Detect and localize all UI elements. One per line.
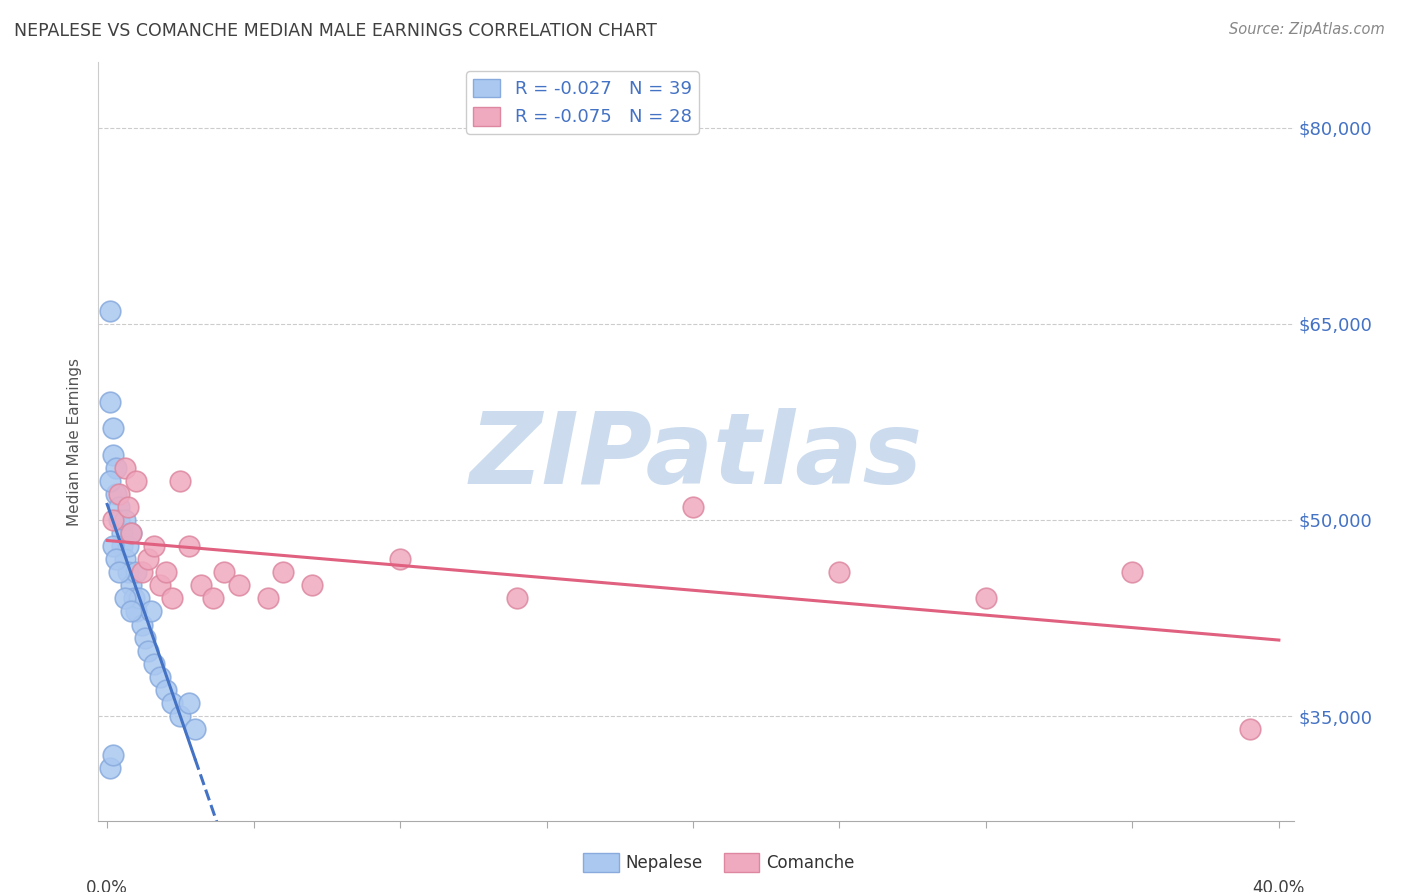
Point	[98, 395, 121, 409]
Point	[125, 605, 148, 619]
Point	[98, 761, 121, 775]
Point	[101, 748, 124, 763]
Point	[125, 566, 148, 580]
Point	[101, 513, 124, 527]
Point	[125, 474, 148, 488]
Point	[105, 460, 127, 475]
Legend: R = -0.027   N = 39, R = -0.075   N = 28: R = -0.027 N = 39, R = -0.075 N = 28	[465, 71, 699, 134]
Point	[108, 513, 131, 527]
Point	[122, 591, 145, 606]
Point	[214, 566, 236, 580]
Text: Source: ZipAtlas.com: Source: ZipAtlas.com	[1229, 22, 1385, 37]
Point	[101, 421, 124, 435]
Point	[136, 643, 159, 657]
Point	[111, 526, 134, 541]
Point	[169, 474, 191, 488]
Point	[134, 631, 156, 645]
Text: 40.0%: 40.0%	[1253, 880, 1305, 892]
Point	[149, 670, 172, 684]
Point	[1121, 566, 1143, 580]
Text: Comanche: Comanche	[766, 854, 855, 871]
Point	[389, 552, 412, 566]
Point	[257, 591, 280, 606]
Text: Nepalese: Nepalese	[626, 854, 703, 871]
Point	[201, 591, 224, 606]
Point	[101, 448, 124, 462]
Point	[114, 591, 136, 606]
Point	[184, 722, 207, 736]
Point	[155, 682, 177, 697]
Point	[120, 578, 142, 592]
Point	[228, 578, 250, 592]
Point	[141, 605, 163, 619]
Y-axis label: Median Male Earnings: Median Male Earnings	[67, 358, 83, 525]
Point	[108, 500, 131, 514]
Point	[682, 500, 704, 514]
Point	[1239, 722, 1261, 736]
Point	[117, 500, 139, 514]
Point	[108, 487, 131, 501]
Point	[114, 513, 136, 527]
Point	[108, 566, 131, 580]
Point	[143, 539, 166, 553]
Point	[169, 709, 191, 723]
Point	[179, 539, 201, 553]
Point	[120, 526, 142, 541]
Point	[131, 566, 153, 580]
Text: ZIPatlas: ZIPatlas	[470, 409, 922, 505]
Point	[271, 566, 294, 580]
Point	[98, 474, 121, 488]
Point	[160, 696, 183, 710]
Point	[974, 591, 997, 606]
Point	[160, 591, 183, 606]
Point	[105, 487, 127, 501]
Point	[301, 578, 323, 592]
Point	[828, 566, 851, 580]
Point	[131, 617, 153, 632]
Point	[98, 303, 121, 318]
Point	[114, 460, 136, 475]
Point	[120, 526, 142, 541]
Point	[190, 578, 212, 592]
Point	[114, 552, 136, 566]
Point	[506, 591, 529, 606]
Point	[136, 552, 159, 566]
Text: NEPALESE VS COMANCHE MEDIAN MALE EARNINGS CORRELATION CHART: NEPALESE VS COMANCHE MEDIAN MALE EARNING…	[14, 22, 657, 40]
Point	[105, 552, 127, 566]
Point	[101, 539, 124, 553]
Point	[117, 566, 139, 580]
Point	[179, 696, 201, 710]
Point	[128, 591, 150, 606]
Point	[155, 566, 177, 580]
Text: 0.0%: 0.0%	[86, 880, 128, 892]
Point	[111, 539, 134, 553]
Point	[117, 539, 139, 553]
Point	[143, 657, 166, 671]
Point	[120, 605, 142, 619]
Point	[149, 578, 172, 592]
